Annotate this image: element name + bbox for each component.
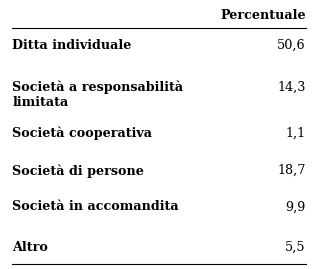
Text: Società cooperativa: Società cooperativa — [12, 126, 153, 140]
Text: Ditta individuale: Ditta individuale — [12, 39, 132, 52]
Text: 14,3: 14,3 — [277, 81, 306, 94]
Text: Società a responsabilità
limitata: Società a responsabilità limitata — [12, 81, 183, 109]
Text: Società di persone: Società di persone — [12, 164, 144, 178]
Text: Società in accomandita: Società in accomandita — [12, 200, 179, 213]
Text: 1,1: 1,1 — [285, 126, 306, 139]
Text: 5,5: 5,5 — [285, 241, 306, 254]
Text: 50,6: 50,6 — [277, 39, 306, 52]
Text: 9,9: 9,9 — [285, 200, 306, 213]
Text: Percentuale: Percentuale — [220, 9, 306, 22]
Text: 18,7: 18,7 — [277, 164, 306, 177]
Text: Altro: Altro — [12, 241, 48, 254]
